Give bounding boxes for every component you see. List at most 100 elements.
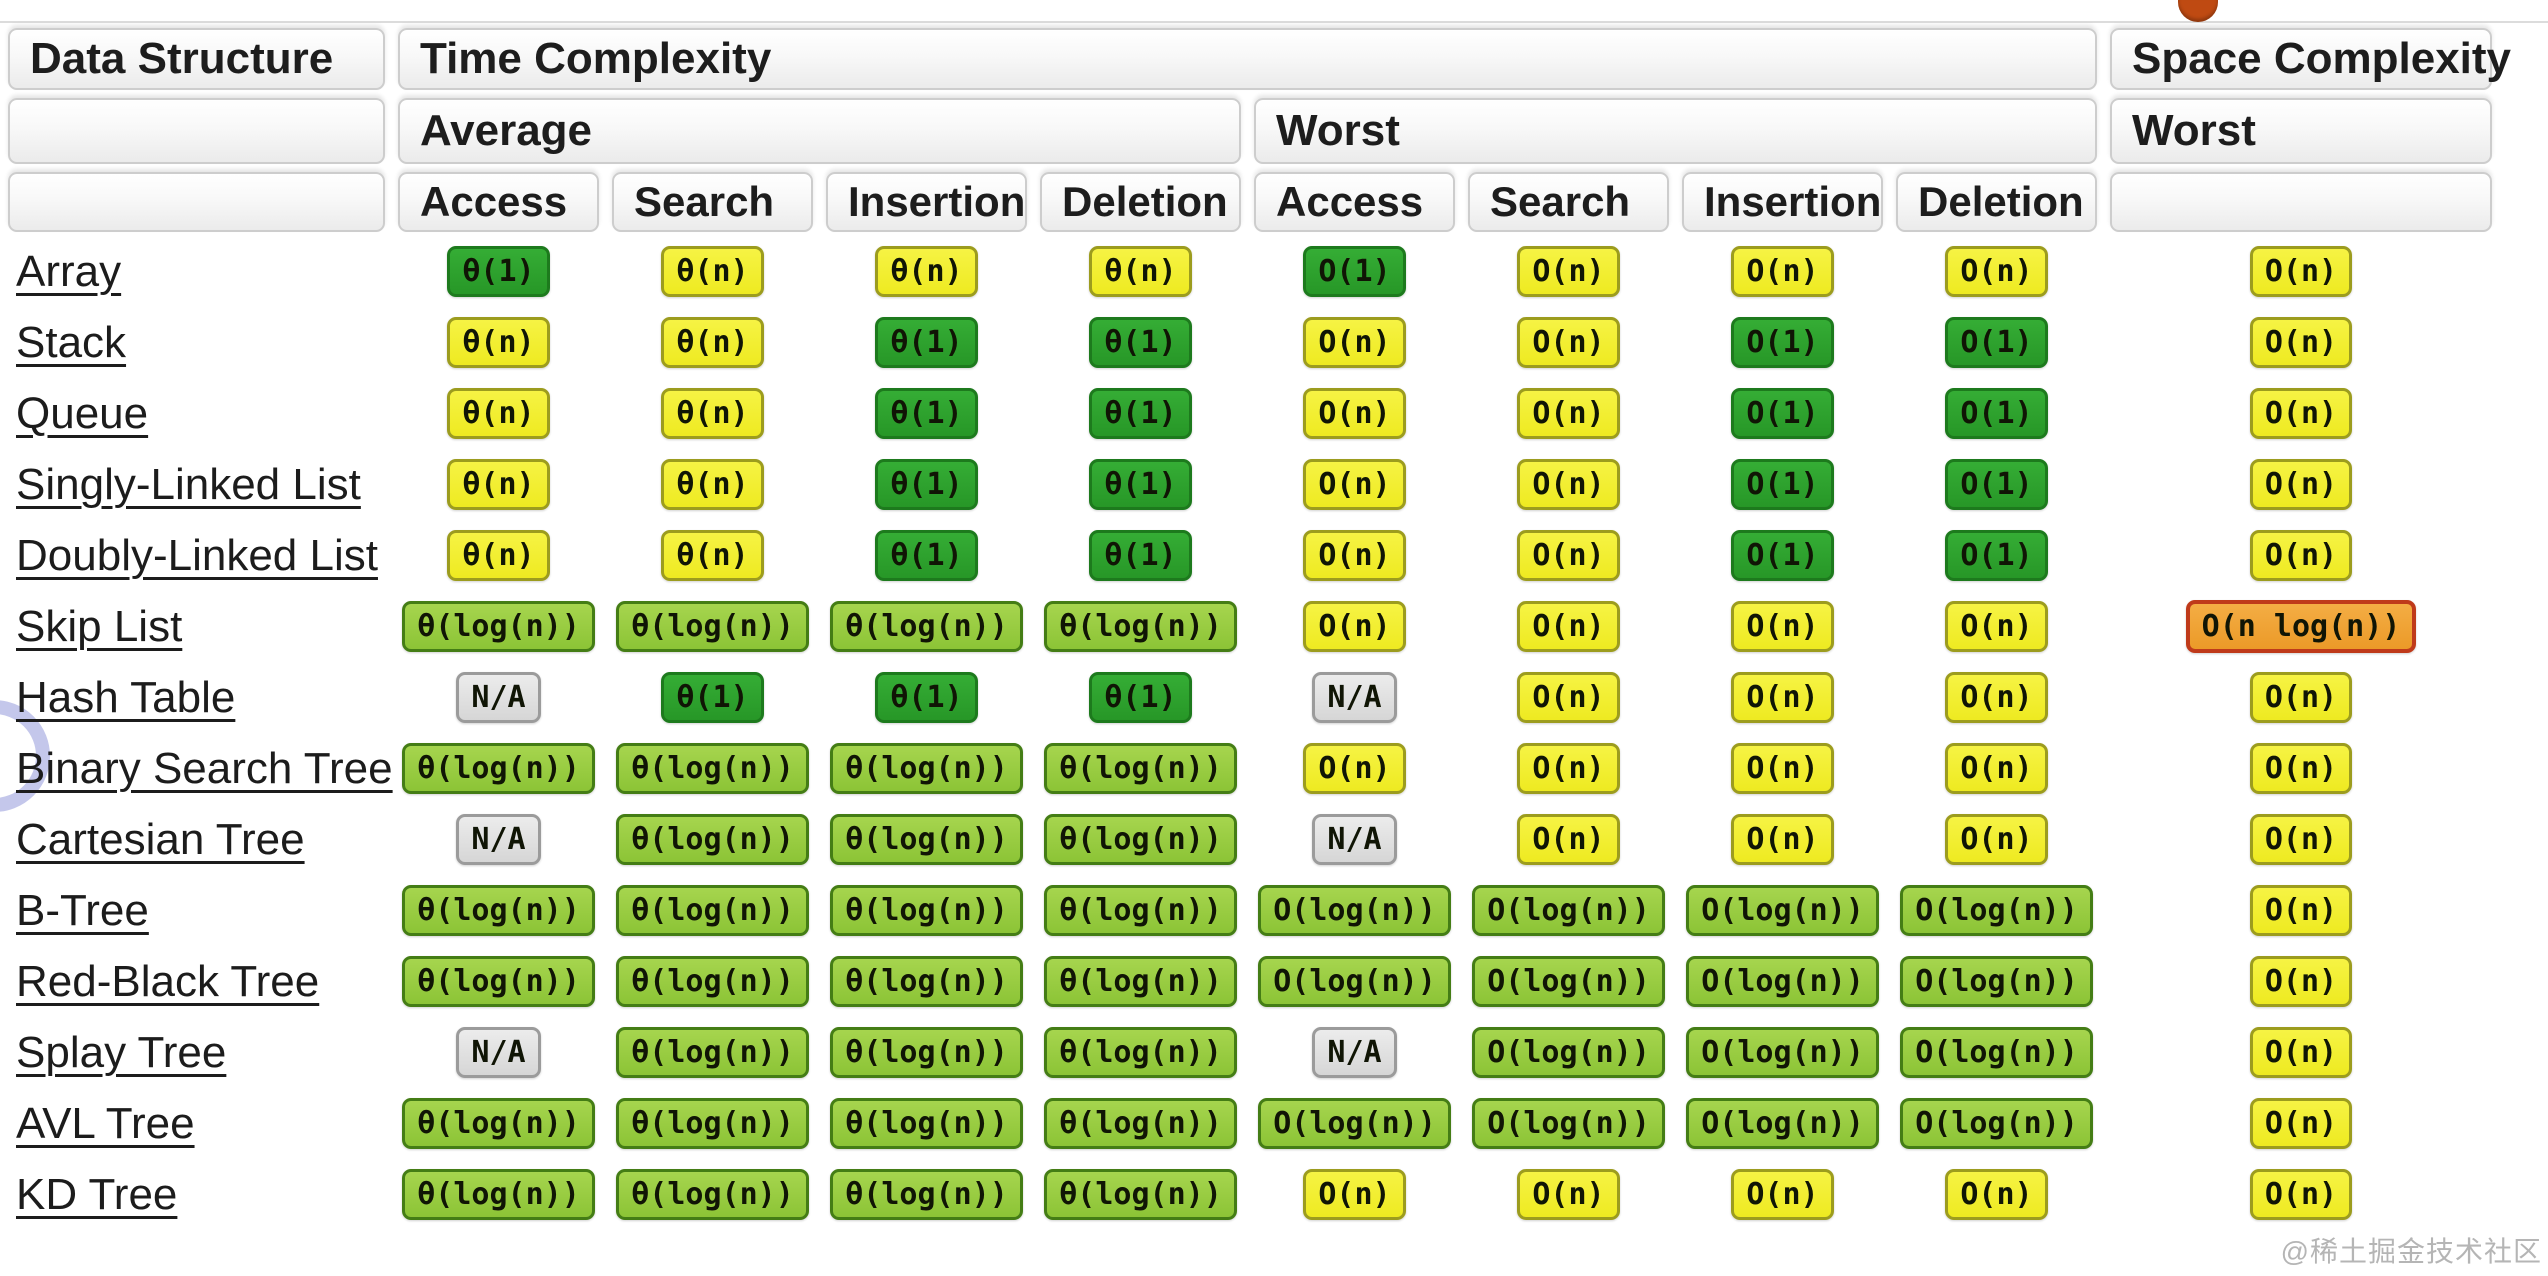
complexity-cell: θ(1): [1040, 378, 1241, 449]
complexity-cell: O(n): [1468, 804, 1669, 875]
row-label-link[interactable]: Array: [16, 246, 122, 296]
complexity-cell: θ(n): [612, 378, 813, 449]
complexity-badge: O(n): [2249, 955, 2353, 1008]
complexity-badge: θ(log(n)): [830, 955, 1023, 1008]
complexity-badge: O(n): [2249, 1097, 2353, 1150]
row-label-link[interactable]: Red-Black Tree: [16, 956, 320, 1006]
row-label-link[interactable]: Splay Tree: [16, 1027, 227, 1077]
header-avg-insertion: Insertion: [826, 172, 1027, 232]
row-label-cell: KD Tree: [8, 1159, 385, 1230]
complexity-cell: O(n): [2110, 1088, 2492, 1159]
complexity-cell: O(n): [1682, 804, 1883, 875]
header-empty-box: [2110, 172, 2492, 232]
row-label-cell: Singly-Linked List: [8, 449, 385, 520]
complexity-cell: O(n): [2110, 1159, 2492, 1230]
row-label-link[interactable]: Singly-Linked List: [16, 459, 361, 509]
complexity-cell: O(log(n)): [1682, 1017, 1883, 1088]
row-label-link[interactable]: KD Tree: [16, 1169, 178, 1219]
complexity-cell: θ(log(n)): [826, 804, 1027, 875]
complexity-cell: O(log(n)): [1682, 946, 1883, 1017]
row-label-link[interactable]: Binary Search Tree: [16, 743, 393, 793]
complexity-cell: O(n): [1896, 591, 2097, 662]
complexity-cell: O(n): [1254, 307, 1455, 378]
row-label-link[interactable]: AVL Tree: [16, 1098, 195, 1148]
complexity-badge: O(n): [2249, 1026, 2353, 1079]
complexity-cell: θ(n): [826, 236, 1027, 307]
row-label-link[interactable]: Hash Table: [16, 672, 236, 722]
complexity-badge: θ(log(n)): [830, 813, 1023, 866]
complexity-cell: O(1): [1254, 236, 1455, 307]
complexity-badge: O(log(n)): [1258, 1097, 1451, 1150]
complexity-badge: θ(log(n)): [402, 1168, 595, 1221]
complexity-badge: θ(1): [447, 245, 550, 298]
complexity-cell: N/A: [1254, 662, 1455, 733]
complexity-cell: θ(log(n)): [1040, 591, 1241, 662]
complexity-badge: θ(log(n)): [830, 1168, 1023, 1221]
complexity-cell: O(log(n)): [1468, 1017, 1669, 1088]
complexity-badge: θ(n): [661, 387, 764, 440]
complexity-badge: O(log(n)): [1472, 1097, 1665, 1150]
complexity-badge: θ(log(n)): [616, 955, 809, 1008]
complexity-cell: O(n): [2110, 804, 2492, 875]
complexity-badge: θ(log(n)): [402, 1097, 595, 1150]
complexity-cell: θ(log(n)): [612, 1017, 813, 1088]
header-avg-search: Search: [612, 172, 813, 232]
complexity-badge: θ(1): [1089, 387, 1192, 440]
header-worst-search: Search: [1468, 172, 1669, 232]
complexity-badge: O(log(n)): [1900, 1026, 2093, 1079]
complexity-cell: θ(log(n)): [826, 1159, 1027, 1230]
complexity-cell: θ(log(n)): [398, 1088, 599, 1159]
complexity-cell: O(n): [2110, 520, 2492, 591]
complexity-cell: O(log(n)): [1896, 1088, 2097, 1159]
complexity-badge: N/A: [1312, 671, 1397, 724]
complexity-badge: O(1): [1945, 458, 2048, 511]
complexity-badge: O(n): [2249, 387, 2353, 440]
complexity-cell: O(log(n)): [1682, 875, 1883, 946]
complexity-cell: θ(log(n)): [1040, 1017, 1241, 1088]
complexity-badge: O(n): [1517, 813, 1620, 866]
row-label-cell: Binary Search Tree: [8, 733, 393, 804]
complexity-cell: θ(log(n)): [1040, 875, 1241, 946]
row-label-link[interactable]: Doubly-Linked List: [16, 530, 378, 580]
complexity-cell: O(log(n)): [1896, 946, 2097, 1017]
complexity-cell: θ(log(n)): [1040, 946, 1241, 1017]
complexity-badge: O(n): [1303, 387, 1406, 440]
complexity-table: Data Structure Time Complexity Space Com…: [8, 24, 2511, 1230]
row-label-link[interactable]: Cartesian Tree: [16, 814, 305, 864]
complexity-badge: θ(n): [447, 387, 550, 440]
complexity-cell: θ(log(n)): [612, 1088, 813, 1159]
complexity-cell: O(n): [1896, 236, 2097, 307]
complexity-badge: O(n): [1517, 671, 1620, 724]
complexity-badge: O(n): [1517, 529, 1620, 582]
complexity-badge: O(n): [1731, 245, 1834, 298]
complexity-cell: O(1): [1682, 378, 1883, 449]
complexity-cell: θ(log(n)): [612, 804, 813, 875]
complexity-badge: O(n): [1303, 316, 1406, 369]
complexity-badge: N/A: [1312, 1026, 1397, 1079]
complexity-badge: O(log(n)): [1686, 1097, 1879, 1150]
complexity-badge: θ(1): [1089, 458, 1192, 511]
complexity-badge: O(n): [2249, 671, 2353, 724]
complexity-cell: θ(log(n)): [1040, 1159, 1241, 1230]
complexity-badge: O(n log(n)): [2185, 599, 2417, 654]
complexity-cell: O(n): [2110, 307, 2492, 378]
complexity-badge: O(n): [1517, 316, 1620, 369]
complexity-cell: O(n): [1682, 733, 1883, 804]
complexity-cell: O(n): [1254, 1159, 1455, 1230]
complexity-cell: θ(log(n)): [398, 591, 599, 662]
complexity-cell: θ(n): [398, 449, 599, 520]
complexity-badge: O(n): [1303, 1168, 1406, 1221]
row-label-link[interactable]: Skip List: [16, 601, 183, 651]
complexity-cell: θ(log(n)): [398, 946, 599, 1017]
complexity-cell: θ(log(n)): [398, 1159, 599, 1230]
complexity-badge: θ(log(n)): [1044, 884, 1237, 937]
row-label-link[interactable]: Queue: [16, 388, 149, 438]
complexity-cell: θ(log(n)): [612, 733, 813, 804]
row-label-link[interactable]: B-Tree: [16, 885, 149, 935]
complexity-badge: θ(log(n)): [830, 884, 1023, 937]
header-time-complexity: Time Complexity: [398, 28, 2097, 90]
header-data-structure: Data Structure: [8, 28, 385, 90]
complexity-cell: O(n): [1896, 1159, 2097, 1230]
row-label-link[interactable]: Stack: [16, 317, 127, 367]
complexity-badge: θ(log(n)): [616, 1097, 809, 1150]
